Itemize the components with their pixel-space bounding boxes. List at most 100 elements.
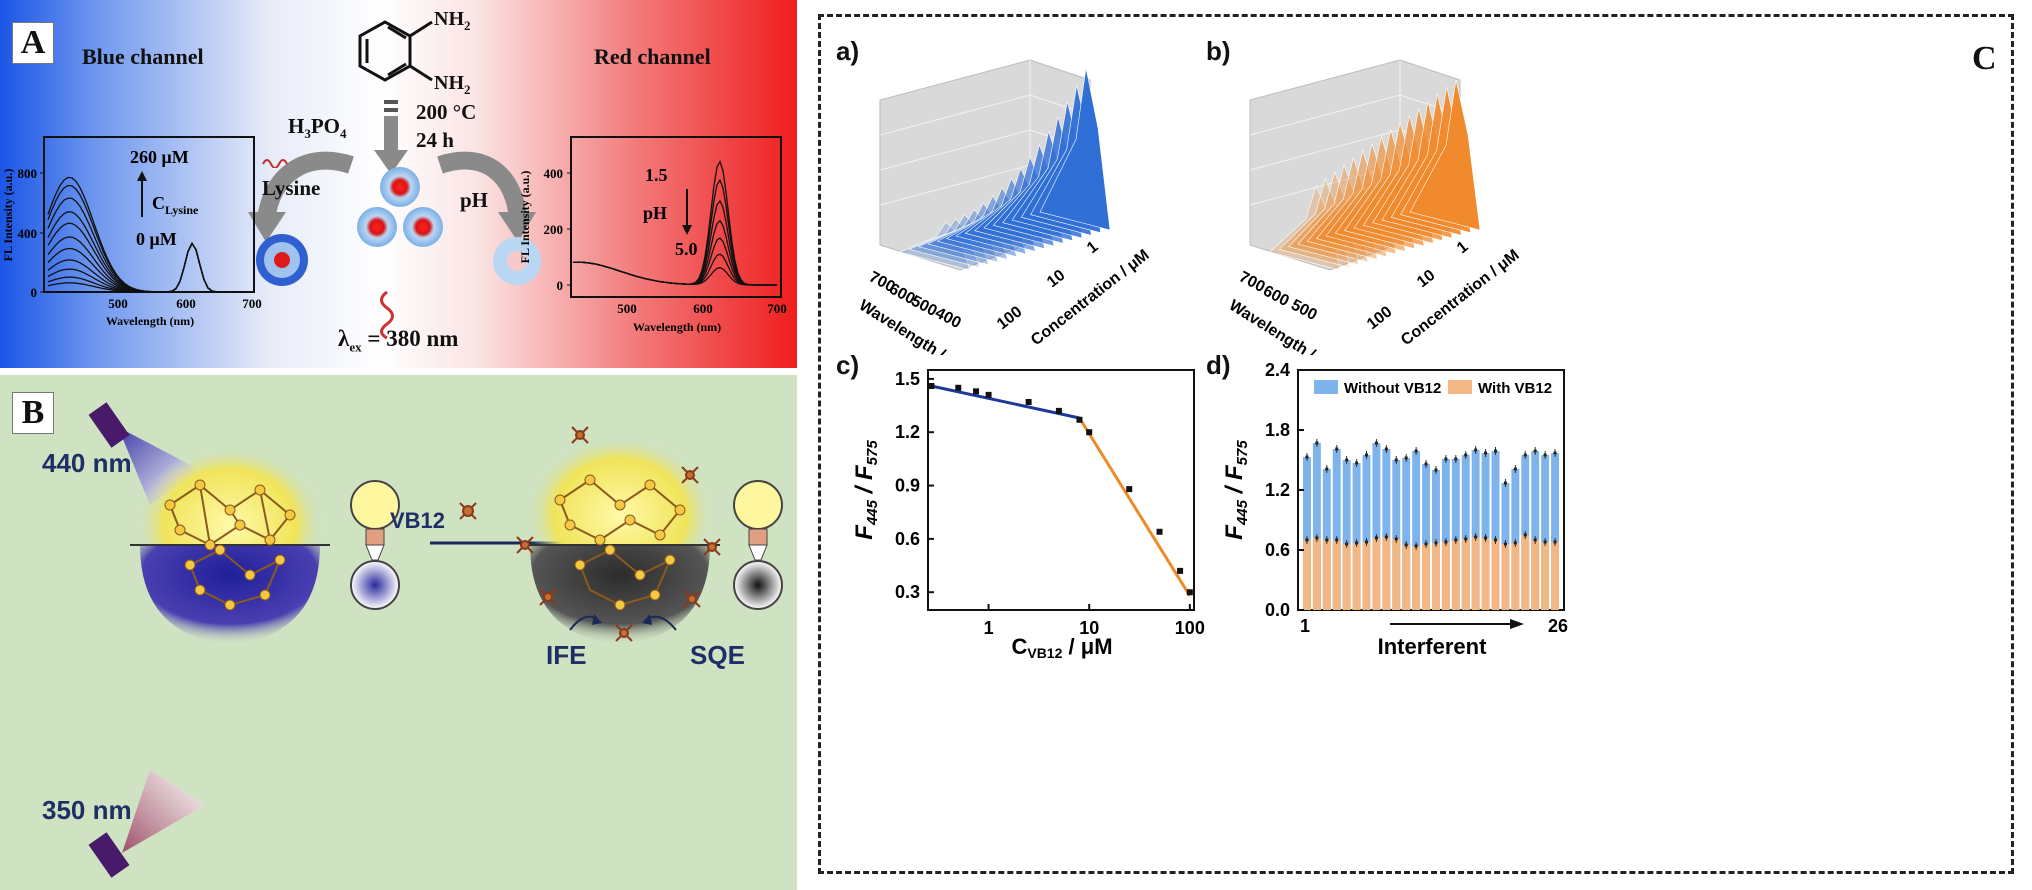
bar-dot-1-5 [1355,541,1359,545]
vb12-label: VB12 [390,508,446,533]
ife-label: IFE [546,640,587,670]
bar-0-0 [1302,457,1311,610]
bar-0-15 [1451,459,1460,610]
bar-0-18 [1481,453,1490,610]
bar-dot-0-22 [1523,453,1527,457]
c-xtick-label-2: 100 [1175,618,1205,638]
bar-1-0 [1302,540,1311,610]
lysine-bound-dot [256,234,308,286]
panel-c-frame [818,14,2014,874]
calibration-xlabel: CVB12 / μM [1011,634,1112,660]
right-ytick-400: 400 [544,166,564,181]
bar-0-1 [1312,443,1321,610]
data-point-3 [985,391,992,398]
data-point-4 [1025,399,1032,405]
time-label: 24 h [416,128,454,152]
bar-1-19 [1491,540,1500,610]
right-ytick-0: 0 [557,278,564,293]
d-ytick-label-3: 1.8 [1265,420,1290,440]
right-xtick-700: 700 [767,301,787,316]
surface-b-slices [1269,79,1481,271]
surface-b-conc-tick-10: 10 [1414,267,1439,291]
surface-a-slices-slice-15 [1039,67,1111,231]
bar-dot-1-17 [1474,535,1478,539]
bar-1-24 [1541,542,1550,610]
bar-dot-0-17 [1474,448,1478,452]
light-350-label: 350 nm [42,795,132,825]
bar-dot-1-7 [1374,536,1378,540]
bar-dot-0-9 [1394,458,1398,462]
bar-0-19 [1491,451,1500,610]
c-ytick-label-3: 1.2 [895,422,920,442]
bar-dot-1-19 [1494,538,1497,542]
lysine-spectrum-3 [47,211,248,293]
ph-spectrum-1 [572,178,777,286]
lysine-label: Lysine [262,176,321,200]
surface-b-wl-tick-500: 500 [1288,297,1320,325]
data-point-5 [1055,407,1062,414]
d-ytick-label-2: 1.2 [1265,480,1290,500]
right-ylabel: FL Intensity (a.u.) [518,171,532,264]
bar-dot-1-0 [1305,538,1309,542]
lysine-spectrum-10 [47,242,248,293]
bar-1-7 [1372,538,1381,610]
surface-b-conc-tick-100: 100 [1364,303,1396,333]
left-xtick-700: 700 [242,296,262,311]
data-point-7 [1086,429,1093,436]
ph-spectra-plot: 0 200 400 500 600 700 Wavelength (nm) FL… [518,136,787,334]
bar-dot-0-23 [1533,449,1537,453]
bar-0-6 [1362,455,1371,610]
bar-dot-1-15 [1454,538,1458,542]
bar-1-20 [1501,544,1510,610]
synthesis-arrow [374,100,408,174]
left-ylabel: FL Intensity (a.u.) [1,169,15,262]
bar-dot-1-24 [1543,540,1547,544]
panel-b-label: B [12,392,54,434]
ph-spectra-curves [572,159,777,286]
bar-1-18 [1481,538,1490,610]
bar-1-6 [1362,542,1371,610]
legend-without-swatch [1314,380,1338,394]
bar-dot-1-23 [1533,538,1537,542]
ph-label: pH [460,188,489,212]
bar-0-16 [1461,455,1470,610]
bar-1-12 [1422,544,1431,610]
bar-1-13 [1431,543,1440,610]
left-particle-blue [140,545,320,645]
ph-dot [493,237,541,285]
bar-dot-0-0 [1305,455,1309,459]
bar-0-12 [1422,464,1431,610]
bar-dot-0-6 [1365,453,1368,457]
bar-0-3 [1332,449,1341,610]
data-point-2 [973,388,980,395]
bar-1-22 [1521,535,1530,610]
bar-1-1 [1312,538,1321,610]
bar-dot-0-18 [1484,451,1488,455]
left-bulb-icon [350,480,400,610]
bar-0-5 [1352,463,1361,610]
surface-b-slices-slice-1 [1278,178,1350,268]
interference-xtick-first: 1 [1300,616,1310,636]
bar-dot-0-19 [1494,449,1497,453]
data-point-0 [928,383,935,389]
bar-1-21 [1511,543,1520,610]
bar-dot-1-13 [1434,541,1438,545]
bar-dot-1-11 [1414,544,1418,548]
left-xtick-600: 600 [176,296,196,311]
right-particle-nodes [554,474,686,611]
right-xlabel: Wavelength (nm) [633,320,721,334]
bar-1-2 [1322,540,1331,610]
bar-1-16 [1461,539,1470,610]
bar-dot-1-9 [1394,537,1398,541]
bar-dot-0-25 [1553,451,1557,455]
lysine-spectra-plot: 0 400 800 500 600 700 Wavelength (nm) FL… [1,136,262,328]
bar-dot-1-4 [1345,542,1349,546]
c-xtick-label-0: 1 [984,618,994,638]
beam-440 [118,427,200,505]
right-xtick-600: 600 [693,301,713,316]
interference-xtick-last: 26 [1548,616,1568,636]
bar-1-3 [1332,540,1341,610]
legend-without-label: Without VB12 [1344,380,1441,397]
legend-with-label: With VB12 [1478,380,1552,397]
d-ytick-label-1: 0.6 [1265,540,1290,560]
